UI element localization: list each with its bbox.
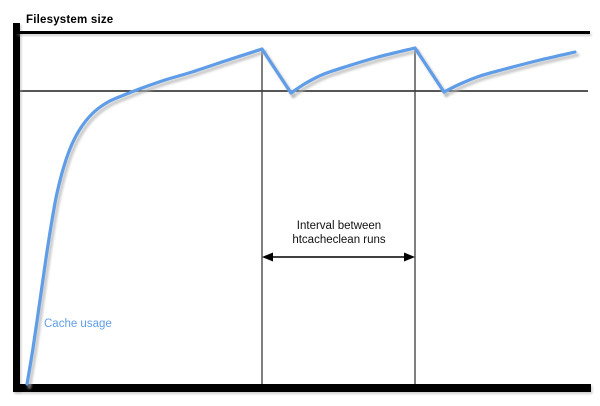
interval-annotation-line2: htcacheclean runs [292, 234, 386, 246]
top-border-line-shadow [17, 33, 592, 36]
cache-usage-curve-shadow [291, 49, 420, 98]
cache-usage-curve-shadow [27, 50, 267, 389]
cache-usage-curve-shadow [444, 53, 580, 97]
interval-arrow-left-head [262, 252, 273, 262]
x-axis-bar [13, 384, 591, 392]
cache-usage-curve [260, 47, 293, 95]
cache-usage-curve [442, 50, 577, 94]
interval-annotation-line1: Interval between [296, 220, 382, 232]
cache-usage-curve-label: Cache usage [44, 318, 112, 330]
cache-usage-curve [289, 46, 417, 95]
cache-usage-curve [413, 46, 446, 94]
y-axis-bar [13, 23, 20, 391]
interval-arrow-right-head [404, 252, 415, 262]
y-axis-title: Filesystem size [26, 14, 114, 26]
cache-usage-curve [25, 47, 264, 386]
top-border-line [16, 31, 590, 34]
interval-annotation: Interval between htcacheclean runs [263, 219, 415, 247]
